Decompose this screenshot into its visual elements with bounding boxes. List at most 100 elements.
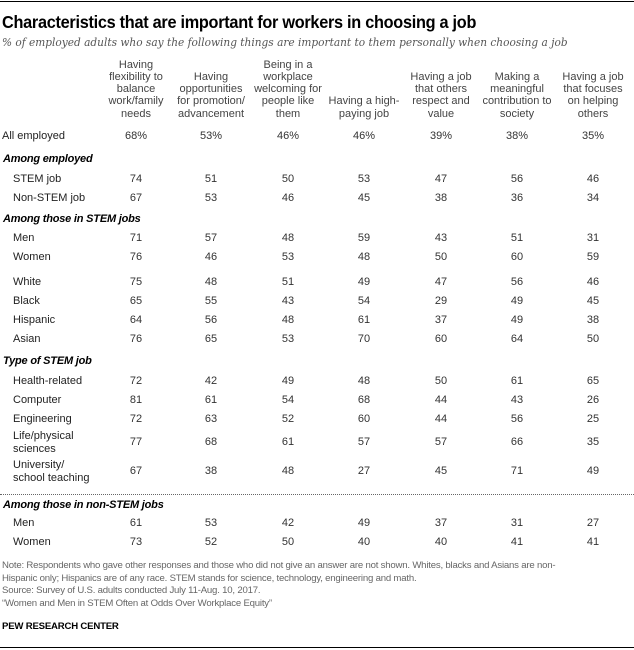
row-label-all-employed: All employed <box>2 130 65 142</box>
column-header-line: needs <box>121 107 151 120</box>
column-header: Having a high-paying job <box>322 95 406 120</box>
data-cell: 75 <box>129 276 143 288</box>
data-cell: 71 <box>510 465 524 477</box>
data-cell: 63 <box>204 413 218 425</box>
column-header-line: contribution to <box>482 95 552 108</box>
data-cell: 41 <box>510 536 524 548</box>
data-cell: 48 <box>357 375 371 387</box>
data-cell: 50 <box>281 173 295 185</box>
row-label: Asian <box>13 333 41 345</box>
chart-subtitle: % of employed adults who say the followi… <box>2 36 568 49</box>
data-cell: 61 <box>510 375 524 387</box>
data-cell: 60 <box>357 413 371 425</box>
section-heading: Among those in non-STEM jobs <box>3 499 164 511</box>
data-cell: 40 <box>434 536 448 548</box>
row-label: Women <box>13 536 51 548</box>
data-cell: 37 <box>434 314 448 326</box>
row-label: University/school teaching <box>13 459 89 484</box>
data-cell: 49 <box>281 375 295 387</box>
data-cell: 44 <box>434 413 448 425</box>
data-cell: 50 <box>434 251 448 263</box>
data-cell: 76 <box>129 333 143 345</box>
data-cell: 44 <box>434 394 448 406</box>
data-cell: 26 <box>586 394 600 406</box>
data-cell: 60 <box>510 251 524 263</box>
data-cell: 48 <box>204 276 218 288</box>
column-header: Having a job that focuses on helping others <box>551 71 634 120</box>
data-cell: 73 <box>129 536 143 548</box>
data-cell: 59 <box>586 251 600 263</box>
column-header-line: Having a high- <box>328 95 400 108</box>
row-label-line: Men <box>13 517 35 529</box>
data-cell: 31 <box>586 232 600 244</box>
column-header-line: Having a job <box>410 70 472 83</box>
note-line: Note: Respondents who gave other respons… <box>2 560 556 571</box>
data-cell: 57 <box>204 232 218 244</box>
column-header: Being in a workplace welcoming for people l… <box>246 59 330 120</box>
row-label: Engineering <box>13 413 72 425</box>
data-cell: 64 <box>510 333 524 345</box>
total-cell: 39% <box>429 130 453 142</box>
data-cell: 74 <box>129 173 143 185</box>
data-cell: 56 <box>510 413 524 425</box>
total-cell: 46% <box>352 130 376 142</box>
data-cell: 42 <box>281 517 295 529</box>
data-cell: 70 <box>357 333 371 345</box>
data-cell: 61 <box>129 517 143 529</box>
row-label-line: University/ <box>13 459 65 471</box>
data-cell: 65 <box>586 375 600 387</box>
data-cell: 56 <box>204 314 218 326</box>
data-cell: 55 <box>204 295 218 307</box>
data-cell: 67 <box>129 192 143 204</box>
data-cell: 27 <box>357 465 371 477</box>
row-label: Black <box>13 295 40 307</box>
row-label: White <box>13 276 41 288</box>
section-heading: Among those in STEM jobs <box>3 213 141 225</box>
report-title-line: “Women and Men in STEM Often at Odds Ove… <box>2 597 272 609</box>
data-cell: 65 <box>204 333 218 345</box>
data-cell: 59 <box>357 232 371 244</box>
column-header-line: Having <box>118 58 154 71</box>
total-cell: 35% <box>581 130 605 142</box>
data-cell: 37 <box>434 517 448 529</box>
data-cell: 29 <box>434 295 448 307</box>
column-header-line: society <box>499 107 535 120</box>
column-header-line: others <box>577 107 609 120</box>
column-header-line: on helping <box>567 95 619 108</box>
column-header-line: balance <box>116 83 156 96</box>
data-cell: 72 <box>129 375 143 387</box>
data-cell: 56 <box>510 173 524 185</box>
data-cell: 41 <box>586 536 600 548</box>
total-cell: 38% <box>505 130 529 142</box>
row-label-line: Asian <box>13 333 41 345</box>
row-label-line: Engineering <box>13 413 72 425</box>
data-cell: 38 <box>204 465 218 477</box>
column-header-line: Having a job <box>562 70 624 83</box>
row-label: STEM job <box>13 173 61 185</box>
source-line: Source: Survey of U.S. adults conducted … <box>2 585 261 596</box>
data-cell: 46 <box>586 173 600 185</box>
data-cell: 51 <box>281 276 295 288</box>
data-cell: 61 <box>357 314 371 326</box>
data-cell: 48 <box>357 251 371 263</box>
data-cell: 46 <box>281 192 295 204</box>
column-header-line: welcoming for <box>254 83 322 96</box>
column-header: Having opportunities for promotion/advance… <box>169 71 253 120</box>
data-cell: 57 <box>357 436 371 448</box>
pew-research-center-logo: PEW RESEARCH CENTER <box>2 621 119 632</box>
data-cell: 64 <box>129 314 143 326</box>
data-cell: 31 <box>510 517 524 529</box>
top-rule <box>0 1 634 2</box>
data-cell: 53 <box>204 192 218 204</box>
column-header-line: that others <box>415 83 467 96</box>
column-header-line: advancement <box>177 107 245 120</box>
data-cell: 50 <box>586 333 600 345</box>
data-cell: 52 <box>281 413 295 425</box>
data-cell: 52 <box>204 536 218 548</box>
bottom-rule <box>0 647 634 648</box>
data-cell: 65 <box>129 295 143 307</box>
total-cell: 46% <box>276 130 300 142</box>
data-cell: 34 <box>586 192 600 204</box>
column-header-line: that focuses <box>563 83 623 96</box>
column-header-line: work/family <box>108 95 164 108</box>
